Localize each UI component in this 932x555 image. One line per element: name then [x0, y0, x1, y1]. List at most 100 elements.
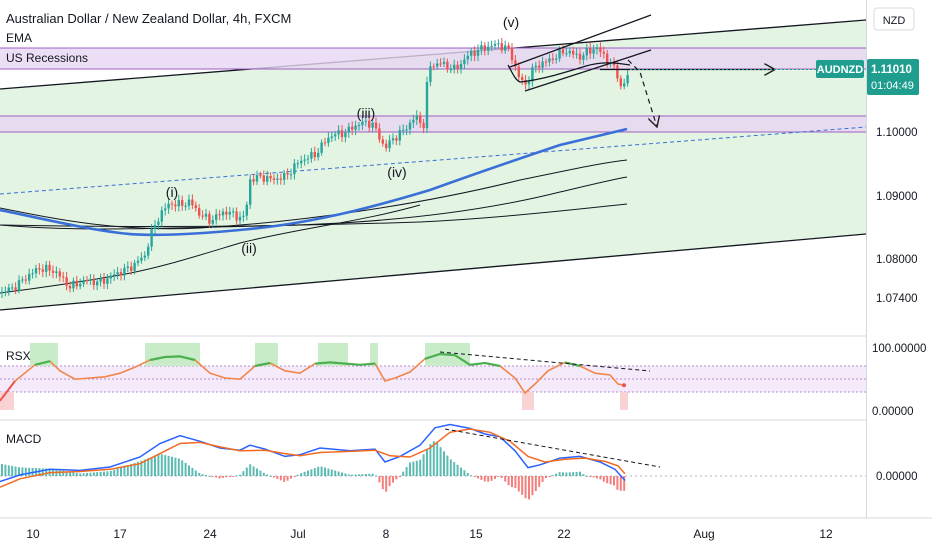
candle-body	[293, 163, 296, 175]
wedge-upper-line	[509, 14, 652, 68]
macd-histogram-bar	[286, 476, 289, 481]
candle-body	[289, 174, 293, 176]
macd-histogram-bar	[507, 476, 510, 486]
candle-body	[575, 53, 578, 55]
macd-histogram-bar	[256, 468, 258, 476]
candle-body	[41, 269, 44, 272]
candle-body	[96, 281, 99, 286]
candle-body	[181, 200, 184, 206]
recession-band-upper	[0, 48, 866, 69]
macd-histogram-bar	[45, 468, 48, 476]
candle-body	[218, 214, 221, 216]
macd-histogram-bar	[160, 454, 163, 476]
macd-histogram-bar	[623, 476, 626, 491]
candle-body	[551, 58, 554, 60]
macd-histogram-bar	[58, 470, 61, 476]
candle-body	[245, 204, 248, 216]
candle-body	[330, 136, 333, 138]
candle-body	[123, 267, 126, 276]
candle-body	[55, 271, 58, 273]
candle-body	[517, 66, 520, 78]
time-tick: 17	[113, 527, 127, 541]
candle-body	[191, 199, 194, 206]
candle-body	[463, 59, 466, 65]
macd-histogram-bar	[504, 476, 507, 482]
candle-body	[164, 208, 167, 211]
macd-histogram-bar	[477, 476, 479, 479]
candle-body	[24, 279, 27, 281]
recessions-legend[interactable]: US Recessions	[6, 51, 88, 65]
macd-histogram-bar	[225, 476, 228, 478]
macd-histogram-bar	[150, 456, 153, 476]
macd-histogram-bar	[402, 471, 405, 476]
ma-line-4	[0, 204, 421, 294]
candle-body	[395, 138, 398, 141]
candle-body	[524, 79, 527, 85]
macd-histogram-bar	[177, 458, 180, 476]
candle-body	[232, 211, 235, 213]
macd-histogram-bar	[466, 473, 469, 476]
wave-label-i[interactable]: (i)	[166, 184, 178, 200]
macd-line	[0, 423, 626, 483]
macd-histogram-bar	[565, 472, 568, 476]
rsx-pane[interactable]	[0, 343, 866, 410]
candle-body	[17, 280, 21, 291]
candle-body	[269, 176, 272, 179]
candle-body	[225, 211, 228, 215]
currency-badge[interactable]	[873, 7, 915, 31]
macd-histogram-bar	[378, 476, 381, 483]
time-axis: 10 17 24 Jul 8 15 22 Aug 12	[26, 527, 833, 541]
macd-histogram-bar	[432, 441, 435, 476]
candle-body	[497, 43, 500, 45]
candle-body	[504, 45, 507, 51]
candle-body	[561, 49, 565, 54]
wave-label-iv[interactable]: (iv)	[387, 164, 406, 180]
macd-histogram-bar	[89, 472, 92, 476]
symbol-tag-label: AUDNZD	[817, 64, 863, 76]
macd-pane[interactable]	[0, 423, 866, 500]
candle-body	[527, 81, 531, 85]
wave-label-ii[interactable]: (ii)	[241, 240, 257, 256]
candle-body	[623, 83, 626, 87]
macd-histogram-bar	[436, 442, 439, 476]
wave-label-v[interactable]: (v)	[503, 14, 519, 30]
macd-histogram-bar	[337, 471, 340, 476]
candle-body	[259, 175, 262, 177]
candle-body	[606, 53, 609, 63]
macd-histogram-bar	[449, 459, 452, 476]
dashed-trendline	[0, 126, 867, 195]
candle-body	[238, 216, 242, 221]
time-tick: 15	[469, 527, 483, 541]
macd-histogram-bar	[82, 473, 85, 476]
macd-histogram-bar	[528, 476, 530, 500]
candle-body	[21, 279, 24, 281]
macd-histogram-bar	[41, 468, 44, 476]
price-tag[interactable]	[867, 59, 919, 95]
macd-histogram-bar	[137, 461, 139, 476]
macd-histogram-bar	[103, 471, 105, 476]
macd-histogram-bar	[439, 447, 442, 476]
ema-legend[interactable]: EMA	[6, 31, 32, 45]
macd-histogram-bar	[480, 476, 483, 480]
candle-body	[487, 46, 490, 51]
candle-body	[599, 47, 602, 52]
macd-histogram-bar	[266, 474, 269, 476]
symbol-tag[interactable]	[816, 60, 864, 78]
macd-histogram-bar	[184, 462, 187, 476]
macd-label[interactable]: MACD	[6, 432, 42, 446]
wave-label-iii[interactable]: (iii)	[357, 105, 376, 121]
macd-histogram-bar	[276, 476, 279, 479]
macd-histogram-bar	[473, 476, 476, 477]
macd-histogram-bar	[487, 476, 490, 482]
rsx-label[interactable]: RSX	[6, 349, 31, 363]
candle-body	[456, 64, 459, 69]
candle-body	[619, 78, 622, 87]
candle-body	[446, 61, 449, 70]
rsx-oversold-zone	[620, 392, 628, 410]
price-pane[interactable]	[0, 14, 867, 311]
candle-body	[147, 246, 150, 256]
rsx-strong-segment	[254, 361, 271, 368]
rsx-divergence-line	[439, 351, 651, 372]
macd-histogram-bar	[327, 468, 330, 476]
